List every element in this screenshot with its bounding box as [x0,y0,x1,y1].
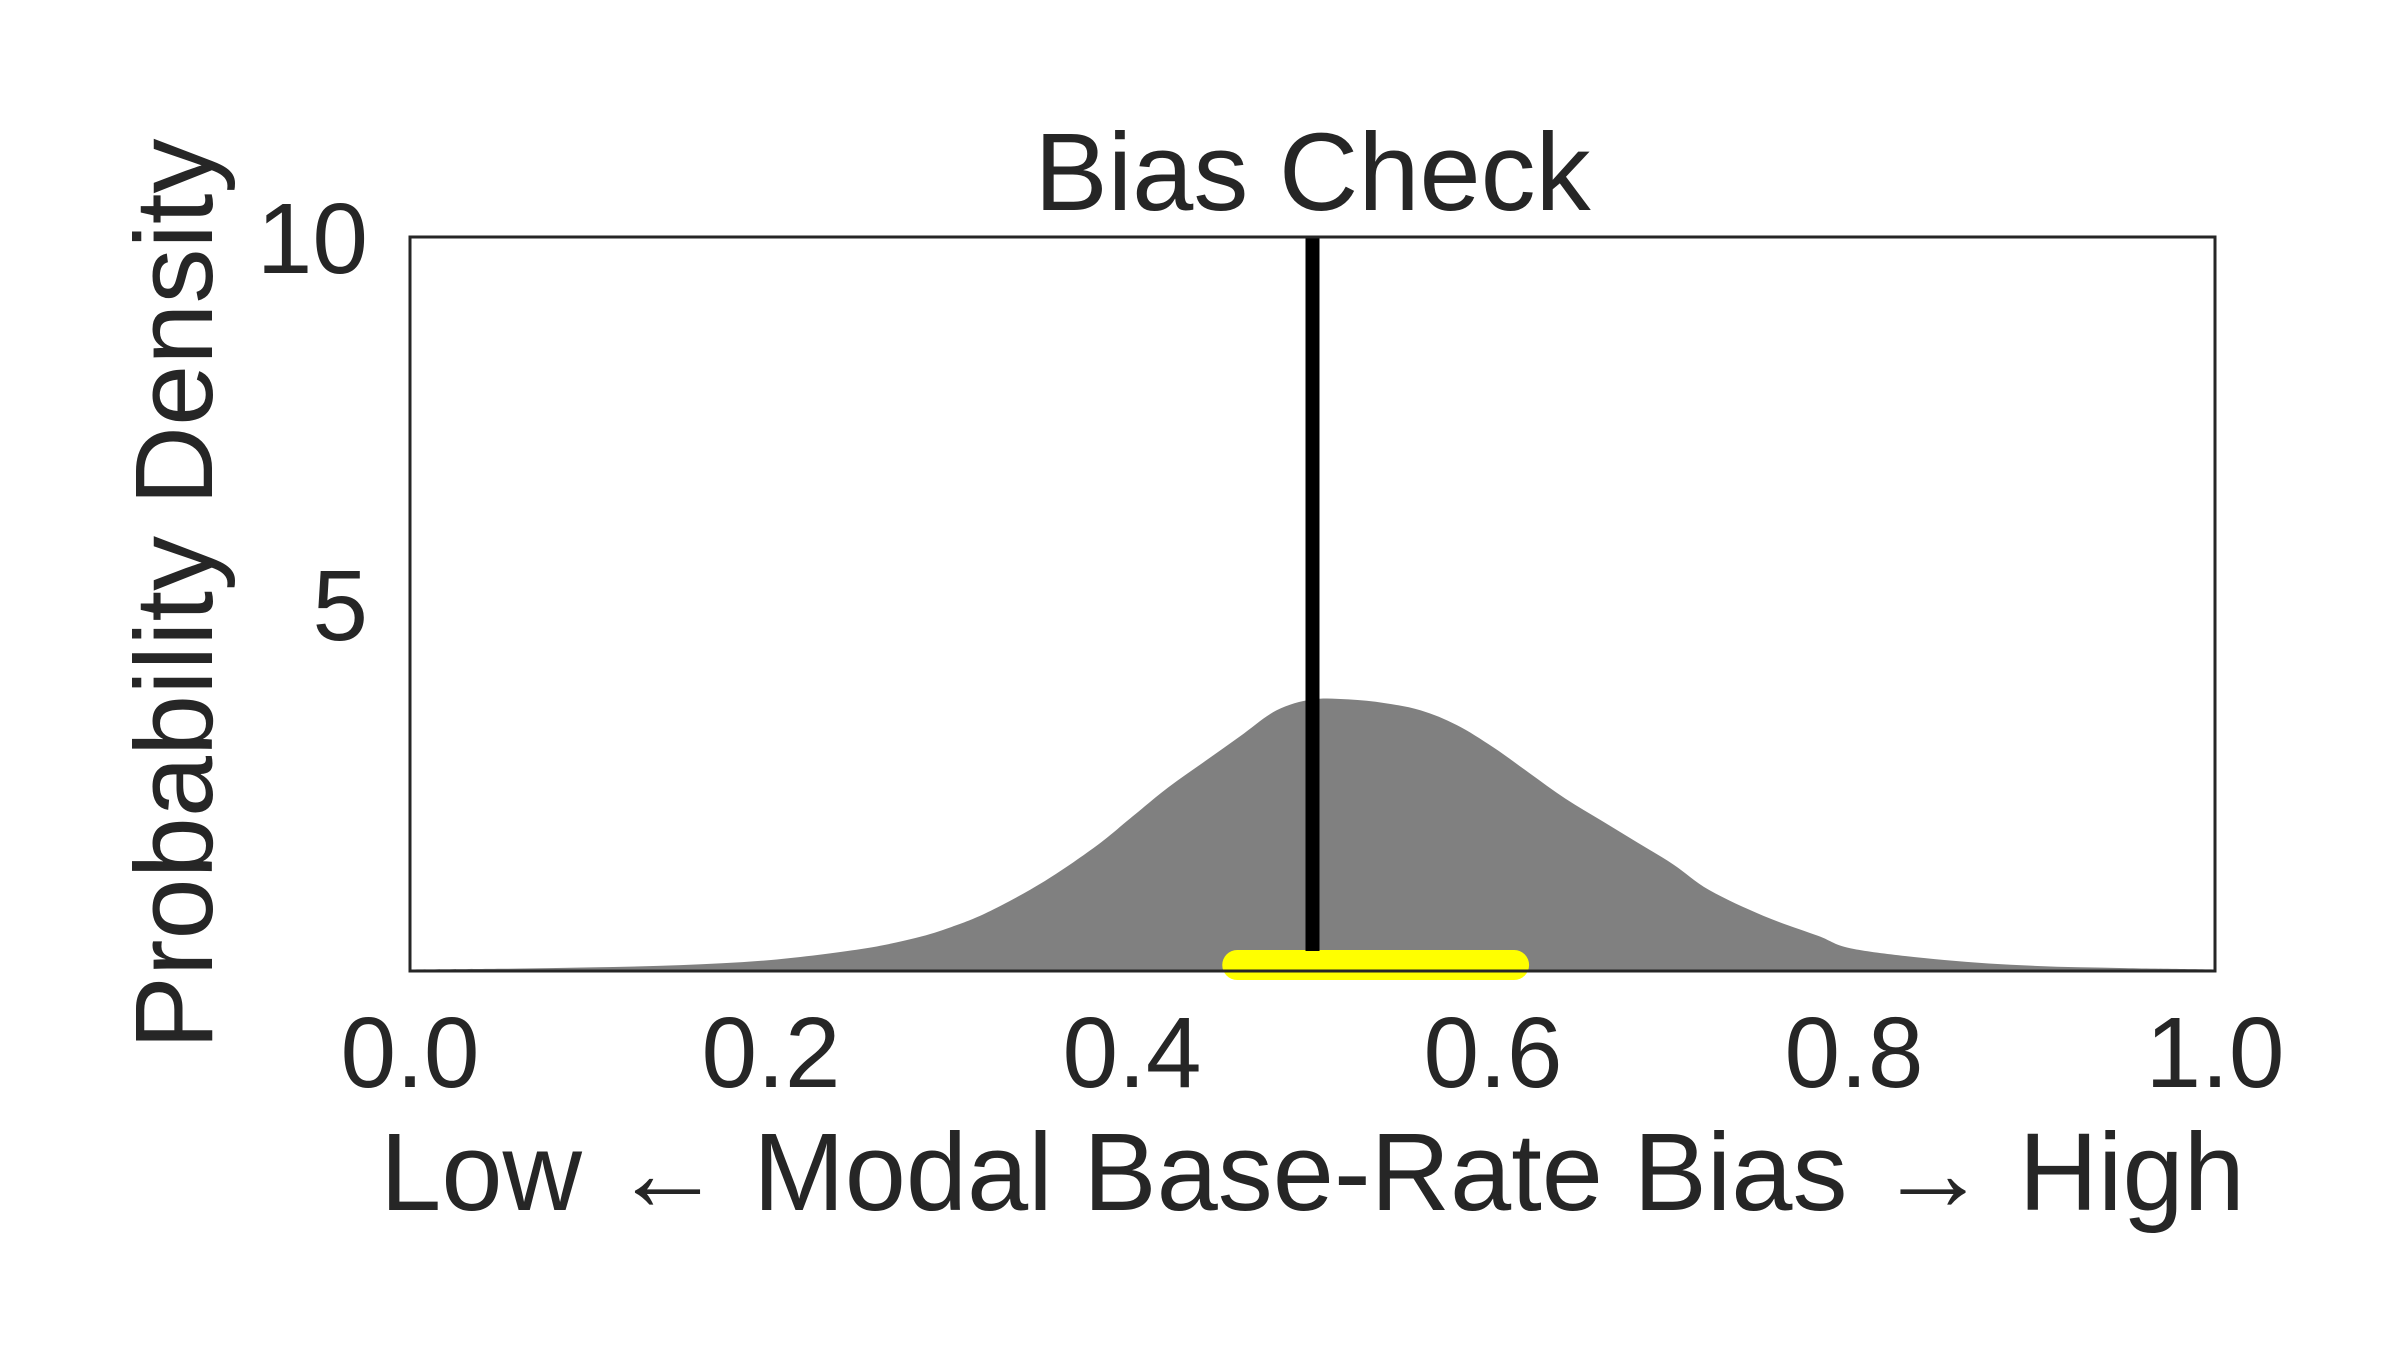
x-tick-label: 0.8 [1784,997,1923,1109]
x-tick-label: 0.4 [1062,997,1201,1109]
y-axis-label: Probability Density [113,139,236,1050]
interval-bar [1222,950,1530,980]
x-tick-label: 0.0 [340,997,479,1109]
y-tick-label: 5 [312,550,368,662]
x-axis-label: Low ← Modal Base-Rate Bias → High [380,1111,2245,1234]
y-tick-label: 10 [257,183,368,295]
x-tick-label: 0.2 [701,997,840,1109]
x-tick-label: 0.6 [1423,997,1562,1109]
chart-title: Bias Check [1034,111,1591,234]
x-tick-label: 1.0 [2145,997,2284,1109]
plot-frame [408,235,2217,973]
